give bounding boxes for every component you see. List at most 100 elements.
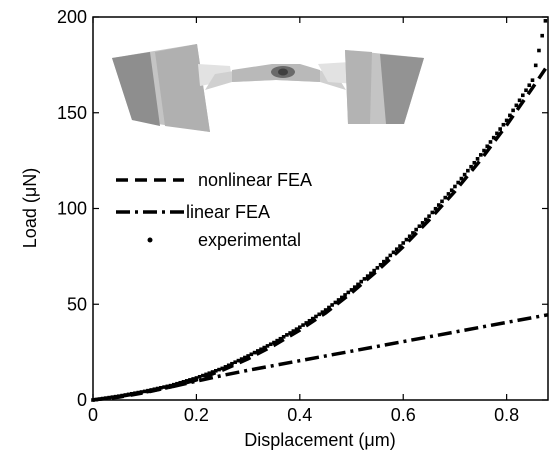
point-experimental [420,221,425,225]
point-experimental [323,308,328,312]
point-experimental [517,98,522,103]
point-experimental [139,390,144,394]
point-experimental [404,237,409,242]
point-experimental [346,290,351,295]
point-experimental [427,214,431,218]
point-experimental [236,358,241,363]
point-experimental [475,157,480,161]
point-experimental [285,333,289,337]
point-experimental [307,318,312,323]
point-experimental [388,253,393,258]
point-experimental [433,206,438,211]
x-tick-label: 0.2 [184,405,209,425]
point-experimental [201,373,205,378]
point-experimental [136,390,141,395]
point-experimental [414,227,418,232]
point-experimental [372,268,376,273]
legend-swatch-experimental [147,237,153,243]
point-experimental [259,347,263,352]
point-experimental [436,203,441,207]
point-experimental [275,338,279,343]
point-experimental [188,378,192,382]
point-experimental [113,394,118,399]
point-experimental [220,366,225,371]
point-experimental [317,312,322,317]
point-experimental [417,224,422,229]
point-experimental [175,381,179,386]
point-experimental [171,382,176,387]
point-experimental [152,387,157,392]
x-tick-label: 0.4 [287,405,312,425]
point-experimental [123,393,128,397]
point-experimental [336,298,341,302]
point-experimental [310,316,315,321]
plot-area [91,19,550,402]
point-experimental [478,153,483,157]
point-experimental [162,385,166,389]
point-experimental [117,394,121,398]
point-experimental [511,108,515,113]
point-experimental [194,376,199,380]
y-tick-label: 150 [57,103,87,123]
point-experimental [327,305,331,310]
point-experimental [456,180,460,185]
point-experimental [352,285,357,289]
point-experimental [469,164,473,169]
point-experimental [126,392,131,397]
point-experimental [97,397,102,401]
point-experimental [382,259,386,264]
legend-label-nonlinear-fea: nonlinear FEA [198,170,312,190]
point-experimental [110,395,115,399]
point-experimental [501,122,506,127]
point-experimental [165,384,170,389]
point-experimental [159,385,163,390]
point-experimental [401,241,406,245]
point-experimental [443,195,448,200]
point-experimental [256,349,260,353]
point-experimental [495,131,499,136]
point-experimental [301,323,305,327]
point-experimental [168,383,173,388]
point-experimental [210,370,215,374]
point-experimental [120,393,124,398]
point-experimental [268,342,273,347]
point-experimental [320,310,325,314]
point-experimental [375,266,380,270]
point-experimental [365,274,370,278]
point-experimental [540,33,544,38]
point-experimental [298,325,302,330]
point-experimental [543,19,548,23]
point-experimental [407,234,412,239]
y-axis-label: Load (μN) [20,168,40,248]
point-experimental [498,127,502,131]
point-experimental [349,288,354,292]
point-experimental [249,352,254,357]
point-experimental [466,168,470,173]
point-experimental [223,365,228,369]
x-tick-label: 0.6 [391,405,416,425]
point-experimental [213,368,218,373]
point-experimental [239,357,244,361]
point-experimental [446,192,451,196]
point-experimental [530,78,535,82]
y-axis: 0 50 100 150 200 [57,7,548,410]
point-experimental [304,321,309,325]
point-experimental [197,374,202,379]
point-experimental [191,377,195,381]
point-experimental [333,300,338,305]
x-tick-label: 0 [88,405,98,425]
y-tick-label: 100 [57,199,87,219]
point-experimental [462,172,467,177]
point-experimental [356,282,360,287]
point-experimental [281,335,286,339]
point-experimental [243,355,247,360]
point-experimental [394,247,399,251]
point-experimental [155,386,160,391]
point-experimental [230,361,234,366]
legend: nonlinear FEA linear FEA experimental [116,170,312,250]
point-experimental [107,395,111,400]
x-axis-label: Displacement (μm) [244,430,395,450]
point-experimental [533,63,538,68]
point-experimental [391,250,396,255]
point-experimental [265,344,270,348]
